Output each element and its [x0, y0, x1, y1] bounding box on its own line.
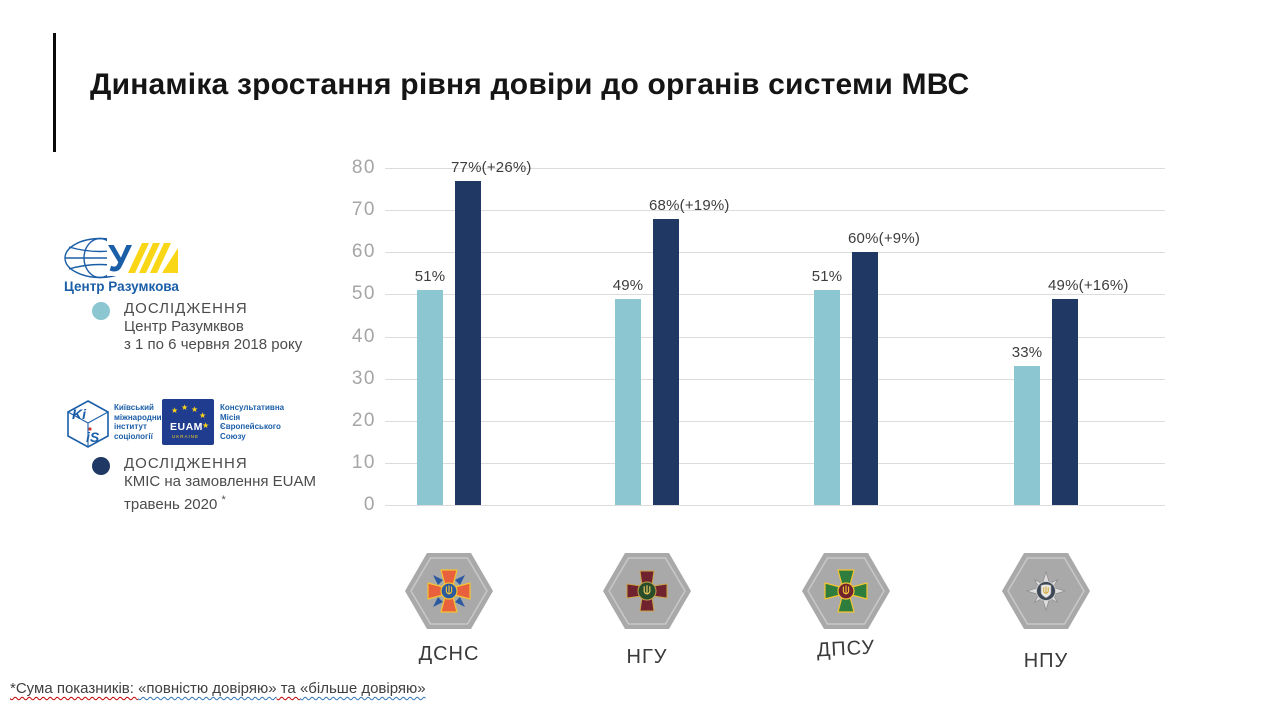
svg-text:★: ★	[181, 403, 188, 412]
svg-text:★: ★	[171, 406, 178, 415]
bar-НПУ-series1	[1014, 365, 1040, 505]
kiis-logo: Ki iS	[67, 400, 109, 448]
gridline	[385, 336, 1165, 338]
footnote-part1: *Сума показників:	[10, 680, 139, 697]
euam-logo-caption: Консультативна Місія Європейського Союзу	[220, 403, 285, 441]
gridline	[385, 420, 1165, 422]
legend-entry-2018: ДОСЛІДЖЕННЯ Центр Разумквов з 1 по 6 чер…	[124, 300, 354, 354]
euam-logo-stars: ★ ★ ★ ★★	[171, 403, 209, 430]
category-label-npu: НПУ	[1023, 650, 1069, 672]
euam-logo-subtext: UKRAINE	[172, 434, 199, 439]
legend-2018-line2: Центр Разумквов	[124, 318, 244, 335]
bar-НГУ-series2	[653, 218, 679, 505]
footnote-quote2: «більше довіряю»	[299, 680, 426, 697]
category-label-dpsu: ДПСУ	[816, 636, 876, 662]
gridline	[385, 378, 1165, 380]
y-tick-label: 30	[351, 367, 376, 389]
gridline	[385, 168, 1165, 169]
y-tick-label: 80	[351, 157, 376, 178]
legend-2018-line3: з 1 по 6 червня 2018 року	[124, 336, 303, 353]
kiis-logo-caption: Київський міжнародний інститут соціологі…	[114, 403, 167, 441]
euam-logo-text: EUAM	[170, 421, 203, 433]
legend-2020-line3: травень 2020 *	[124, 494, 226, 513]
ngu-hexagon-badge	[603, 553, 691, 629]
y-tick-label: 20	[351, 409, 376, 431]
gridline	[385, 210, 1165, 212]
bar-ДСНС-series2	[455, 180, 481, 505]
y-tick-label: 60	[351, 241, 376, 263]
legend-bullet-2018	[92, 302, 110, 320]
y-tick-label: 50	[351, 283, 376, 305]
legend-entry-2020: ДОСЛІДЖЕННЯ КМІС на замовлення EUAM трав…	[124, 455, 364, 514]
y-axis: 0 10 20 30 40 50 60 70 80	[326, 157, 376, 515]
plot-area: 51% 77%(+26%) 49% 68%(+19%) 51% 60%(+9%) 33% 49…	[385, 159, 1165, 506]
bar-ДПСУ-series2	[852, 252, 878, 505]
dsns-emblem-icon	[427, 569, 471, 613]
bar-value-label: 77%(+26%)	[451, 158, 532, 176]
y-tick-label: 40	[351, 325, 376, 347]
footnote-part2: та	[276, 680, 300, 697]
bar-НПУ-series2	[1052, 298, 1078, 505]
svg-text:★: ★	[199, 411, 206, 420]
razumkov-logo-letter: У	[108, 238, 132, 280]
bar-value-label: 60%(+9%)	[848, 230, 921, 248]
legend-bullet-2020	[92, 457, 110, 475]
bar-value-label: 51%	[811, 268, 843, 286]
legend-2020-line1: ДОСЛІДЖЕННЯ	[124, 455, 248, 472]
razumkov-centre-logo: У Центр Разумкова	[64, 236, 188, 294]
npu-hexagon-badge	[1002, 553, 1090, 629]
gridline	[385, 252, 1165, 254]
gridline	[385, 505, 1165, 506]
svg-text:★: ★	[202, 421, 209, 430]
bar-ДСНС-series1	[417, 290, 443, 505]
legend-2018-line1: ДОСЛІДЖЕННЯ	[124, 300, 248, 317]
footnote-quote1: «повністю довіряю»	[138, 680, 277, 697]
y-tick-label: 0	[363, 494, 376, 515]
gridline	[385, 462, 1165, 464]
svg-text:★: ★	[191, 405, 198, 414]
razumkov-logo-slashes	[128, 243, 178, 273]
title-accent-line	[53, 33, 56, 152]
ngu-emblem-icon	[626, 570, 668, 612]
bar-НГУ-series1	[615, 298, 641, 505]
category-label-dsns: ДСНС	[418, 643, 480, 665]
y-tick-label: 70	[351, 199, 376, 221]
bar-ДПСУ-series1	[814, 290, 840, 505]
dpsu-hexagon-badge	[802, 553, 890, 629]
bar-value-label: 51%	[414, 268, 446, 286]
bar-value-label: 49%(+16%)	[1048, 276, 1129, 294]
razumkov-logo-caption: Центр Разумкова	[64, 279, 179, 294]
legend-2020-asterisk: *	[221, 494, 226, 506]
legend-2020-line2: КМІС на замовлення EUAM	[124, 473, 316, 490]
footnote: *Сума показників: «повністю довіряю» та …	[10, 680, 426, 697]
bar-value-label: 49%	[612, 276, 644, 294]
euam-logo: ★ ★ ★ ★★ EUAM UKRAINE	[162, 399, 214, 445]
y-tick-label: 10	[351, 451, 376, 473]
npu-emblem-icon	[1025, 570, 1067, 612]
gridline	[385, 294, 1165, 296]
page-title: Динаміка зростання рівня довіри до орган…	[90, 68, 970, 101]
dsns-hexagon-badge	[405, 553, 493, 629]
category-label-ngu: НГУ	[626, 646, 668, 668]
bar-value-label: 68%(+19%)	[649, 196, 730, 214]
kiis-logo-letters-bottom: iS	[86, 429, 100, 445]
dpsu-emblem-icon	[824, 569, 868, 613]
bar-value-label: 33%	[1011, 343, 1043, 361]
kiis-logo-letters-top: Ki	[72, 406, 87, 422]
